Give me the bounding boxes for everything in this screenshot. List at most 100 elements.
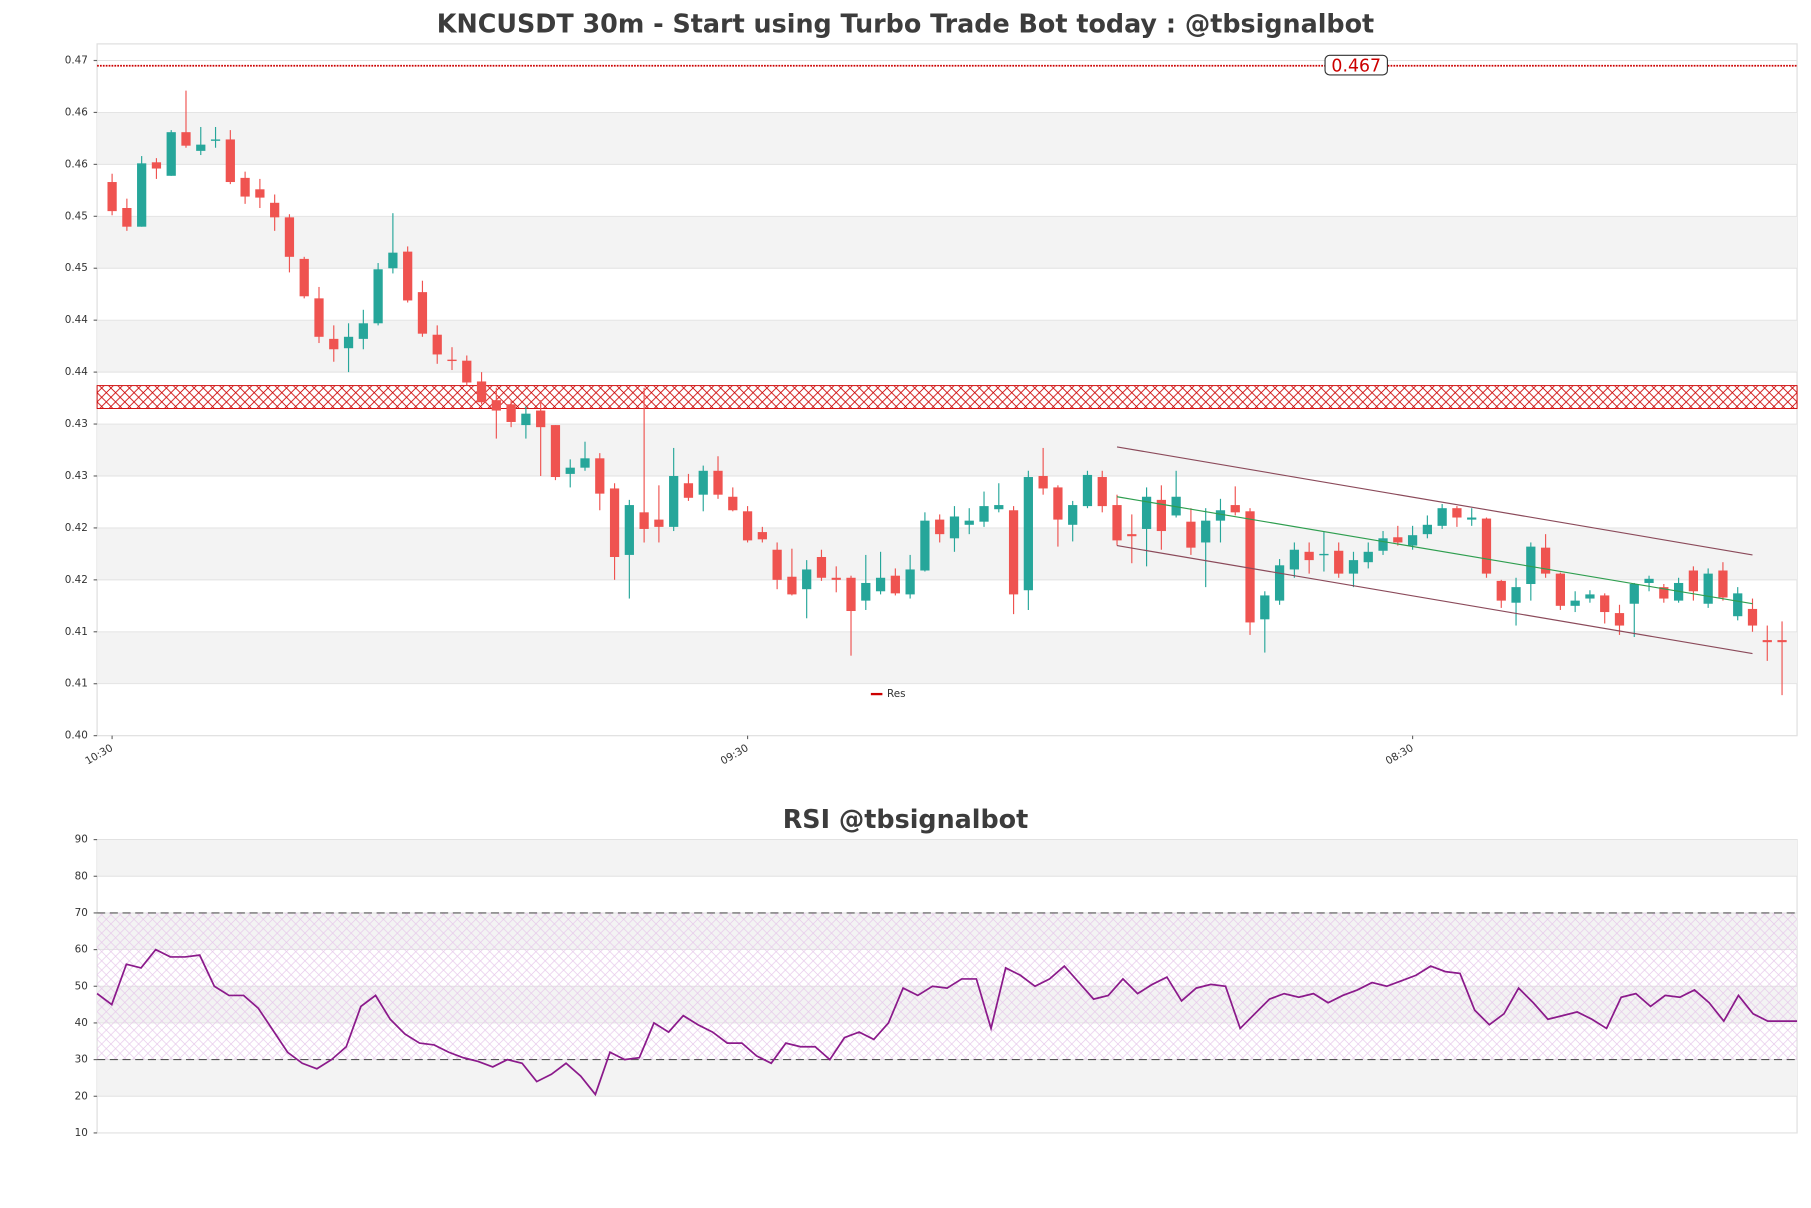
candle-body (225, 139, 235, 183)
y-tick-label: 50 (75, 980, 88, 992)
candle-body (1570, 600, 1580, 606)
candle-body (1215, 510, 1226, 521)
y-tick-label: 80 (75, 870, 88, 882)
candle-body (1112, 505, 1122, 541)
x-tick-label: 09:30 (719, 742, 751, 767)
rsi-line (96, 948, 1798, 1097)
candle-body (1585, 594, 1595, 599)
candle-body (757, 532, 767, 540)
y-tick-label: 90 (75, 834, 88, 846)
candle-body (1703, 573, 1713, 604)
candle-body (284, 217, 295, 257)
rsi-title: RSI @tbsignalbot (783, 804, 1028, 834)
grid-band (97, 216, 1798, 269)
candle-body (1718, 570, 1728, 598)
candle-body (476, 381, 487, 403)
candle-body (1422, 524, 1432, 535)
support-zone (96, 385, 1798, 409)
candle-body (1363, 551, 1373, 563)
y-tick-label: 40 (75, 1017, 88, 1029)
y-tick-label: 0.43 (65, 470, 88, 482)
candle-body (1274, 565, 1285, 601)
candle-body (506, 404, 516, 422)
candle-body (802, 569, 812, 590)
candle-body (1304, 551, 1314, 561)
candle-body (861, 582, 871, 601)
y-tick-label: 10 (75, 1127, 88, 1139)
candle-body (595, 458, 605, 494)
candle-body (270, 202, 280, 218)
candle-body (875, 577, 886, 592)
candle-body (122, 207, 132, 227)
y-tick-label: 70 (75, 907, 88, 919)
candle-body (1141, 496, 1152, 529)
candle-body (683, 483, 694, 498)
candle-body (314, 298, 324, 337)
candle-body (580, 458, 590, 468)
legend-label: Res (887, 688, 906, 700)
candle-body (1289, 549, 1299, 570)
candle-body (462, 360, 472, 383)
candle-body (1053, 487, 1063, 520)
candle-body (491, 400, 501, 411)
y-tick-label: 0.44 (65, 314, 88, 326)
candle-body (107, 182, 117, 212)
candle-body (1201, 520, 1211, 543)
candle-body (935, 519, 945, 535)
grid-band (97, 112, 1798, 165)
y-tick-label: 0.47 (65, 55, 88, 67)
candle-body (137, 163, 147, 227)
candle-body (1407, 535, 1418, 546)
y-tick-label: 30 (75, 1054, 88, 1066)
candle-body (1068, 505, 1078, 525)
y-tick-label: 0.46 (65, 158, 88, 170)
candle-body (787, 576, 797, 595)
candle-body (1526, 546, 1536, 585)
candle-body (403, 251, 413, 301)
candle-body (624, 505, 634, 555)
candle-body (1393, 537, 1403, 543)
candle-body (831, 577, 841, 580)
candle-body (1644, 578, 1654, 583)
y-tick-label: 60 (75, 944, 88, 956)
candle-body (1511, 587, 1521, 603)
candle-body (210, 139, 221, 141)
candle-body (1481, 518, 1492, 574)
candle-body (890, 575, 900, 594)
candle-body (1555, 573, 1565, 606)
candle-body (417, 292, 428, 334)
candle-body (669, 475, 679, 527)
x-tick-label: 08:30 (1384, 742, 1416, 767)
candle-body (1082, 474, 1093, 507)
candle-body (550, 425, 561, 478)
candle-body (255, 189, 265, 198)
y-tick-label: 0.43 (65, 418, 88, 430)
y-tick-label: 20 (75, 1090, 88, 1102)
channel-line (1116, 446, 1753, 556)
grid-band (97, 1059, 1798, 1097)
y-tick-label: 0.41 (65, 626, 88, 638)
candle-body (1378, 538, 1388, 551)
y-tick-label: 0.44 (65, 366, 88, 378)
candle-body (1127, 534, 1137, 537)
candle-body (949, 516, 960, 539)
chart-title: KNCUSDT 30m - Start using Turbo Trade Bo… (437, 8, 1374, 38)
candle-body (1629, 584, 1639, 604)
candle-body (713, 470, 723, 495)
y-tick-label: 0.46 (65, 106, 88, 118)
candle-body (299, 258, 309, 297)
candle-body (521, 413, 531, 426)
candle-body (1230, 505, 1240, 513)
candle-body (240, 177, 250, 197)
candle-body (1540, 547, 1551, 574)
candle-body (388, 252, 398, 269)
candle-body (816, 557, 827, 578)
candle-body (1097, 477, 1107, 507)
candle-body (1747, 608, 1758, 626)
candle-body (1008, 510, 1019, 595)
candle-body (1452, 508, 1462, 518)
candle-body (1600, 595, 1610, 613)
candle-body (1777, 640, 1787, 643)
